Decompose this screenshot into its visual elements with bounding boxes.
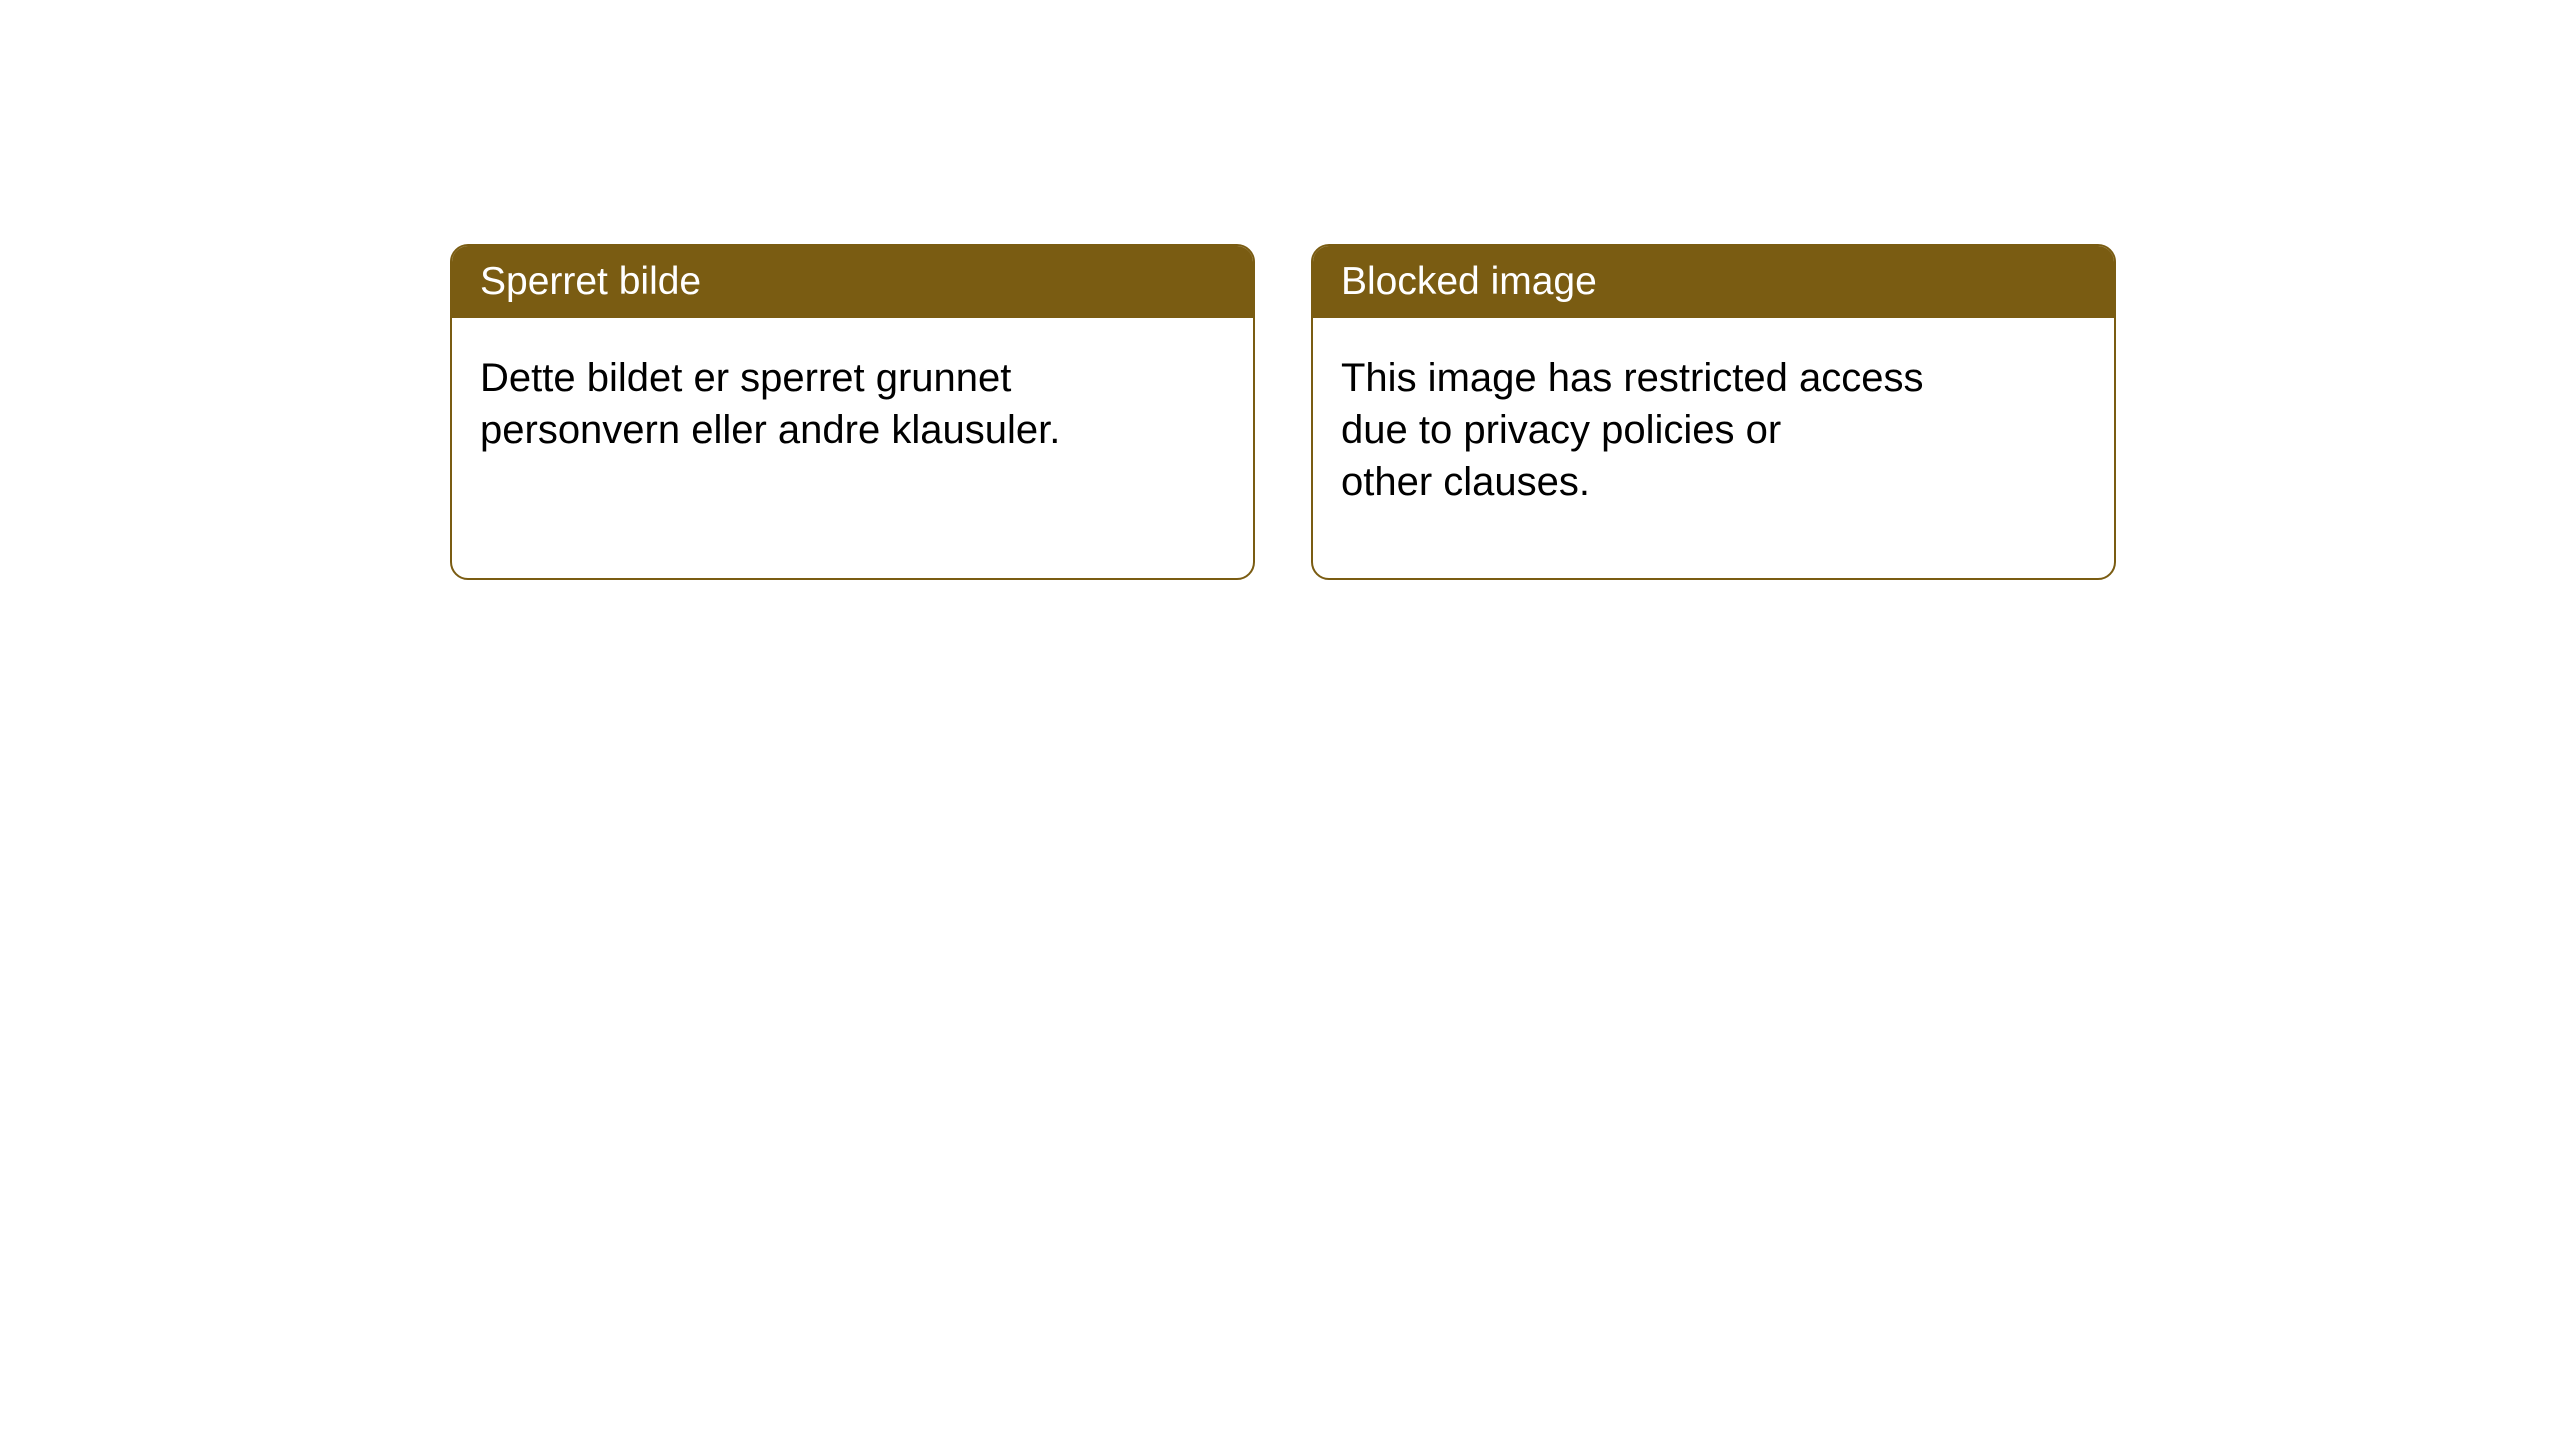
notice-title-norwegian: Sperret bilde	[480, 260, 701, 303]
notice-card-english: Blocked image This image has restricted …	[1311, 244, 2116, 580]
notice-body-english: This image has restricted access due to …	[1313, 318, 2114, 542]
notice-header-english: Blocked image	[1313, 246, 2114, 318]
notice-header-norwegian: Sperret bilde	[452, 246, 1253, 318]
notice-title-english: Blocked image	[1341, 260, 1597, 303]
notice-container: Sperret bilde Dette bildet er sperret gr…	[0, 0, 2560, 580]
notice-body-norwegian: Dette bildet er sperret grunnet personve…	[452, 318, 1253, 490]
notice-card-norwegian: Sperret bilde Dette bildet er sperret gr…	[450, 244, 1255, 580]
